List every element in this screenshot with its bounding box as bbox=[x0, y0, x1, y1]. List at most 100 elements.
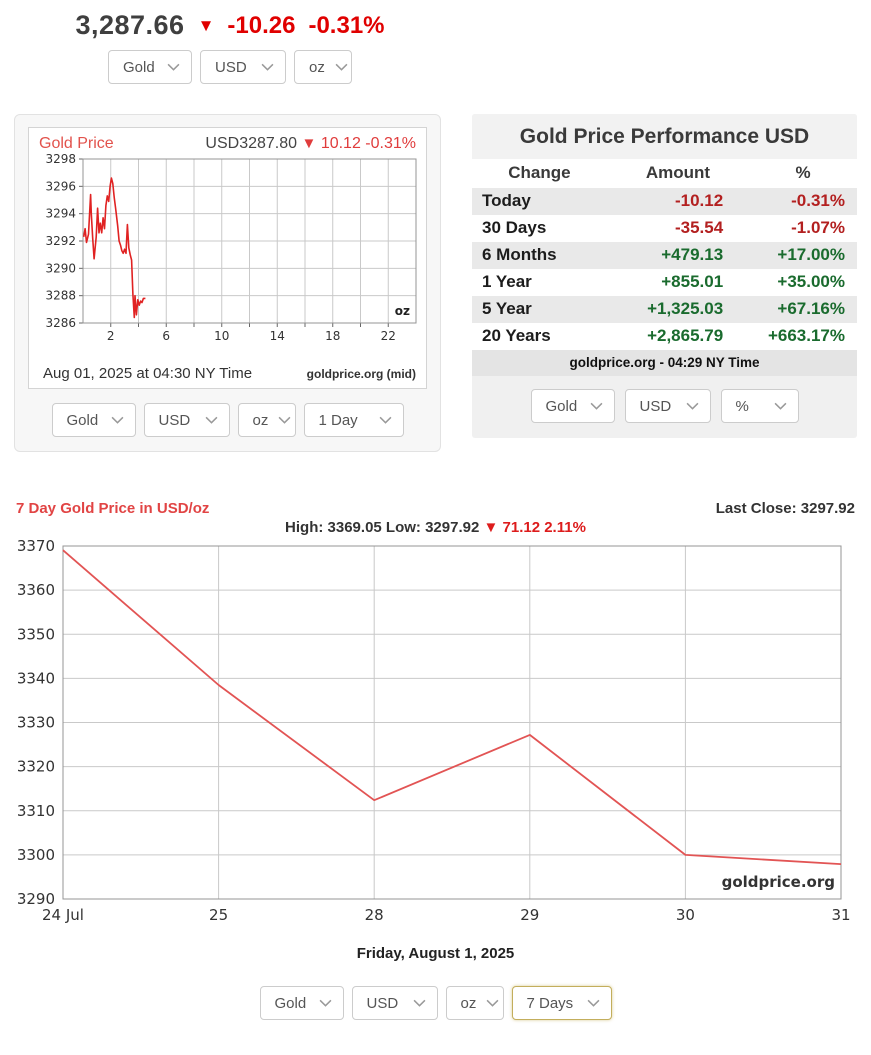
svg-text:3290: 3290 bbox=[17, 890, 55, 908]
high-low-values: High: 3369.05 Low: 3297.92 bbox=[285, 519, 480, 536]
unit-select[interactable]: oz bbox=[294, 50, 352, 84]
table-header-row: Change Amount % bbox=[472, 159, 857, 188]
chart-date-caption: Friday, August 1, 2025 bbox=[356, 945, 515, 962]
chevron-down-icon bbox=[379, 416, 392, 424]
svg-text:24 Jul: 24 Jul bbox=[42, 906, 84, 924]
select-value: 7 Days bbox=[526, 994, 574, 1012]
svg-text:oz: oz bbox=[395, 304, 410, 318]
performance-title: Gold Price Performance USD bbox=[472, 114, 857, 159]
down-arrow-icon: ▼ bbox=[301, 135, 317, 152]
svg-text:3292: 3292 bbox=[45, 234, 76, 248]
row-amount: +479.13 bbox=[661, 245, 724, 264]
chevron-down-icon bbox=[167, 63, 180, 71]
last-close-label: Last Close: 3297.92 bbox=[715, 500, 855, 517]
svg-text:3286: 3286 bbox=[45, 316, 76, 330]
table-row: 30 Days -35.54 -1.07% bbox=[472, 215, 857, 242]
row-percent: +663.17% bbox=[767, 326, 845, 345]
table-row: Today -10.12 -0.31% bbox=[472, 188, 857, 215]
performance-table: Change Amount % Today -10.12 -0.31% 30 D… bbox=[472, 159, 857, 350]
row-percent: -0.31% bbox=[791, 191, 845, 210]
chevron-down-icon bbox=[319, 999, 332, 1007]
select-value: Gold bbox=[123, 58, 155, 76]
metal-select[interactable]: Gold bbox=[259, 986, 344, 1020]
gold-price-value: 3,287.66 bbox=[75, 10, 185, 40]
currency-select[interactable]: USD bbox=[200, 50, 286, 84]
price-change-percent: -0.31% bbox=[308, 11, 385, 39]
intraday-chart-header: Gold Price USD3287.80 ▼ 10.12 -0.31% bbox=[37, 135, 418, 153]
unit-select[interactable]: oz bbox=[237, 403, 296, 437]
seven-day-title: 7 Day Gold Price in USD/oz bbox=[16, 500, 210, 517]
select-value: USD bbox=[366, 994, 399, 1012]
svg-text:3330: 3330 bbox=[17, 714, 55, 732]
svg-text:3310: 3310 bbox=[17, 802, 55, 820]
select-value: oz bbox=[252, 411, 269, 429]
row-label: 1 Year bbox=[482, 272, 532, 291]
row-amount: +1,325.03 bbox=[647, 299, 724, 318]
metal-select[interactable]: Gold bbox=[108, 50, 192, 84]
select-value: USD bbox=[639, 397, 672, 415]
unit-select[interactable]: oz bbox=[445, 986, 504, 1020]
chevron-down-icon bbox=[205, 416, 218, 424]
row-percent: +67.16% bbox=[777, 299, 845, 318]
intraday-chart-title: Gold Price bbox=[39, 135, 114, 152]
quote-select-row: Gold USD oz bbox=[108, 50, 352, 84]
row-label: 5 Year bbox=[482, 299, 532, 318]
price-row: 3,287.66 ▼ -10.26 -0.31% bbox=[75, 10, 384, 41]
seven-day-chart: 3290 3300 3310 3320 3330 3340 3350 3360 3370 24 J… bbox=[17, 540, 851, 924]
svg-text:3340: 3340 bbox=[17, 669, 55, 687]
svg-text:31: 31 bbox=[831, 906, 850, 924]
intraday-chart-box: Gold Price USD3287.80 ▼ 10.12 -0.31% 328… bbox=[28, 127, 427, 389]
intraday-quote: USD3287.80 ▼ 10.12 -0.31% bbox=[205, 135, 416, 153]
row-label: 30 Days bbox=[482, 218, 547, 237]
row-percent: +35.00% bbox=[777, 272, 845, 291]
row-amount: +2,865.79 bbox=[647, 326, 724, 345]
svg-text:28: 28 bbox=[365, 906, 384, 924]
row-label: 20 Years bbox=[482, 326, 551, 345]
performance-card: Gold Price Performance USD Change Amount… bbox=[472, 114, 857, 438]
period-select[interactable]: 7 Days bbox=[511, 986, 612, 1020]
row-label: 6 Months bbox=[482, 245, 557, 264]
price-change: -10.26 bbox=[227, 11, 296, 39]
metal-select[interactable]: Gold bbox=[530, 389, 615, 423]
seven-day-titlebar: 7 Day Gold Price in USD/oz Last Close: 3… bbox=[0, 500, 871, 517]
high-low-stats: High: 3369.05 Low: 3297.92 ▼ 71.12 2.11% bbox=[0, 519, 871, 536]
chevron-down-icon bbox=[774, 402, 787, 410]
quote-header: 3,287.66 ▼ -10.26 -0.31% Gold USD oz bbox=[0, 0, 460, 84]
period-select[interactable]: 1 Day bbox=[303, 403, 404, 437]
main-row: Gold Price USD3287.80 ▼ 10.12 -0.31% 328… bbox=[0, 114, 871, 452]
svg-text:3296: 3296 bbox=[45, 179, 76, 193]
svg-text:3298: 3298 bbox=[45, 153, 76, 166]
chevron-down-icon bbox=[590, 402, 603, 410]
svg-text:6: 6 bbox=[162, 329, 170, 343]
select-value: 1 Day bbox=[318, 411, 358, 429]
chevron-down-icon bbox=[261, 63, 274, 71]
select-value: Gold bbox=[66, 411, 99, 429]
select-value: USD bbox=[158, 411, 191, 429]
down-arrow-icon: ▼ bbox=[197, 16, 215, 35]
svg-text:3370: 3370 bbox=[17, 540, 55, 555]
row-label: Today bbox=[482, 191, 531, 210]
metal-select[interactable]: Gold bbox=[51, 403, 136, 437]
svg-text:3360: 3360 bbox=[17, 581, 55, 599]
chevron-down-icon bbox=[486, 999, 499, 1007]
row-amount: -35.54 bbox=[674, 218, 724, 237]
down-arrow-icon: ▼ bbox=[483, 519, 499, 536]
table-row: 1 Year +855.01 +35.00% bbox=[472, 269, 857, 296]
row-amount: +855.01 bbox=[661, 272, 724, 291]
column-header-amount: Amount bbox=[606, 159, 750, 188]
currency-select[interactable]: USD bbox=[143, 403, 230, 437]
select-value: Gold bbox=[545, 397, 578, 415]
svg-text:30: 30 bbox=[676, 906, 695, 924]
chevron-down-icon bbox=[413, 999, 426, 1007]
svg-text:goldprice.org: goldprice.org bbox=[722, 873, 835, 891]
svg-text:29: 29 bbox=[520, 906, 539, 924]
chevron-down-icon bbox=[335, 63, 348, 71]
performance-select-row: Gold USD % bbox=[472, 376, 857, 438]
display-mode-select[interactable]: % bbox=[720, 389, 799, 423]
intraday-source: goldprice.org (mid) bbox=[306, 367, 416, 381]
table-row: 20 Years +2,865.79 +663.17% bbox=[472, 323, 857, 350]
currency-select[interactable]: USD bbox=[624, 389, 711, 423]
currency-select[interactable]: USD bbox=[351, 986, 438, 1020]
select-value: oz bbox=[460, 994, 477, 1012]
chevron-down-icon bbox=[686, 402, 699, 410]
